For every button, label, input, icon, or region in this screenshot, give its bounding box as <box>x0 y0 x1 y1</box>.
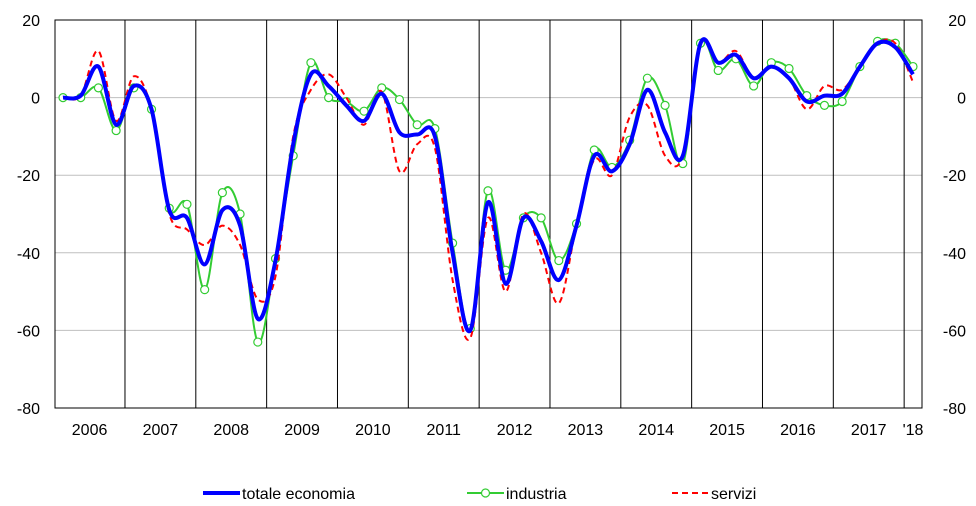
y-tick-label-right: 20 <box>948 13 966 30</box>
legend: totale economia industria servizi <box>203 486 756 503</box>
data-point-industria <box>837 96 847 107</box>
data-point-industria <box>182 199 192 209</box>
x-tick-label: 2011 <box>427 422 462 439</box>
x-tick-label: 2015 <box>709 422 745 439</box>
x-tick-label: 2013 <box>568 422 604 439</box>
data-point-industria <box>642 73 652 83</box>
y-axis-right: 20 0 -20 -40 -60 -80 <box>943 13 966 418</box>
series-line-totale-economia <box>62 37 915 334</box>
y-tick-label-left: -80 <box>17 401 40 418</box>
y-tick-label-left: -60 <box>17 323 40 340</box>
data-point-industria <box>749 81 759 91</box>
data-point-industria <box>412 120 422 130</box>
x-tick-label: 2007 <box>143 422 179 439</box>
x-tick-label: 2016 <box>780 422 816 439</box>
data-point-industria <box>483 186 493 196</box>
data-point-industria <box>253 337 263 347</box>
legend-label: totale economia <box>242 486 355 503</box>
data-point-industria <box>324 92 334 103</box>
year-separators <box>124 20 905 408</box>
y-tick-label-right: -60 <box>943 323 966 340</box>
data-point-industria <box>306 58 316 68</box>
data-point-industria <box>111 125 121 136</box>
data-point-industria <box>394 94 405 105</box>
y-tick-label-right: 0 <box>957 91 966 108</box>
plot-frame <box>54 19 923 409</box>
legend-label: servizi <box>711 486 756 503</box>
x-tick-label: 2009 <box>284 422 320 439</box>
data-point-industria <box>819 100 830 110</box>
data-point-industria <box>660 100 670 110</box>
data-point-industria <box>217 188 227 198</box>
y-axis-left: 20 0 -20 -40 -60 -80 <box>17 13 40 418</box>
y-tick-label-left: -40 <box>17 246 40 263</box>
y-tick-label-right: -40 <box>943 246 966 263</box>
legend-label: industria <box>506 486 567 503</box>
data-point-industria <box>554 255 564 266</box>
x-axis: 2006 2007 2008 2009 2010 2011 2012 2013 2014 2015… <box>72 422 924 439</box>
x-tick-label: '18 <box>903 422 924 439</box>
data-point-industria <box>200 285 210 295</box>
x-tick-label: 2010 <box>355 422 391 439</box>
data-point-industria <box>93 83 104 93</box>
y-tick-label-left: 20 <box>22 13 40 30</box>
x-tick-label: 2017 <box>851 422 887 439</box>
y-tick-label-left: 0 <box>31 91 40 108</box>
data-point-industria <box>536 213 546 223</box>
data-point-industria <box>784 63 794 74</box>
legend-marker <box>480 488 491 498</box>
x-tick-label: 2014 <box>638 422 674 439</box>
x-tick-label: 2006 <box>72 422 108 439</box>
y-tick-label-left: -20 <box>17 168 40 185</box>
plot-border <box>54 19 923 409</box>
data-point-industria <box>359 106 369 116</box>
x-tick-label: 2008 <box>213 422 249 439</box>
y-tick-label-right: -20 <box>943 168 966 185</box>
series-group <box>58 36 918 347</box>
y-tick-label-right: -80 <box>943 401 966 418</box>
x-tick-label: 2012 <box>497 422 533 439</box>
data-point-industria <box>713 65 723 76</box>
